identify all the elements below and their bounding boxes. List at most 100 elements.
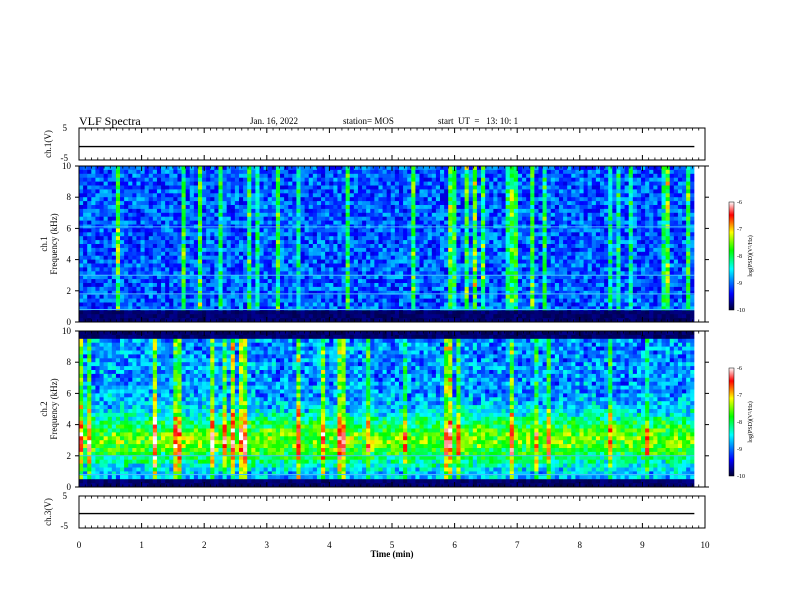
spectrogram-cell <box>255 298 260 303</box>
spectrogram-cell <box>571 232 576 237</box>
spectrogram-cell <box>206 267 211 272</box>
spectrogram-cell <box>177 232 182 237</box>
spectrogram-cell <box>267 263 273 268</box>
spectrogram-cell <box>83 185 88 190</box>
spectrogram-cell <box>530 212 535 218</box>
spectrogram-cell <box>222 306 228 311</box>
spectrogram-cell <box>115 201 121 206</box>
spectrogram-cell <box>370 193 375 198</box>
spectrogram-cell <box>304 263 310 268</box>
spectrogram-cell <box>288 220 293 225</box>
spectrogram-cell <box>337 298 342 303</box>
spectrogram-cell <box>353 251 359 257</box>
spectrogram-cell <box>87 232 92 237</box>
spectrogram-cell <box>259 212 265 218</box>
spectrogram-cell <box>234 166 240 171</box>
spectrogram-cell <box>497 197 502 202</box>
spectrogram-cell <box>456 205 461 210</box>
spectrogram-cell <box>321 189 326 194</box>
spectrogram-cell <box>185 185 191 190</box>
spectrogram-cell <box>534 275 539 280</box>
spectrogram-cell <box>476 197 482 202</box>
spectrogram-cell <box>189 232 195 237</box>
spectrogram-cell <box>353 294 359 299</box>
spectrogram-cell <box>308 208 314 214</box>
spectrogram-cell <box>464 259 470 264</box>
spectrogram-cell <box>234 290 240 296</box>
spectrogram-cell <box>136 185 141 190</box>
spectrogram-cell <box>345 290 351 296</box>
spectrogram-cell <box>288 310 293 315</box>
spectrogram-cell <box>554 201 560 206</box>
spectrogram-cell <box>275 208 281 214</box>
spectrogram-cell <box>202 306 207 311</box>
spectrogram-cell <box>83 259 88 264</box>
spectrogram-cell <box>440 205 445 210</box>
spectrogram-cell <box>530 247 535 253</box>
spectrogram-cell <box>464 275 470 280</box>
spectrogram-cell <box>238 271 244 276</box>
spectrogram-cell <box>558 193 564 198</box>
spectrogram-cell <box>542 247 548 253</box>
spectrogram-cell <box>407 185 412 190</box>
spectrogram-cell <box>374 290 379 296</box>
spectrogram-cell <box>243 267 248 272</box>
spectrogram-cell <box>218 279 223 284</box>
spectrogram-cell <box>440 314 445 319</box>
spectrogram-cell <box>554 302 560 307</box>
spectrogram-cell <box>156 302 162 307</box>
spectrogram-cell <box>136 173 141 179</box>
spectrogram-cell <box>390 216 396 221</box>
spectrogram-cell <box>259 185 265 190</box>
spectrogram-cell <box>222 189 228 194</box>
spectrogram-cell <box>374 208 379 214</box>
spectrogram-cell <box>152 181 158 186</box>
spectrogram-cell <box>267 294 273 299</box>
spectrogram-cell <box>284 228 289 233</box>
spectrogram-cell <box>128 166 133 171</box>
spectrogram-cell <box>505 181 511 186</box>
spectrogram-cell <box>571 201 576 206</box>
spectrogram-cell <box>185 298 191 303</box>
spectrogram-cell <box>210 263 215 268</box>
spectrogram-cell <box>255 232 260 237</box>
spectrogram-cell <box>579 310 584 315</box>
spectrogram-cell <box>243 205 248 210</box>
spectrogram-cell <box>222 193 228 198</box>
spectrogram-cell <box>575 251 580 257</box>
spectrogram-cell <box>325 166 330 171</box>
spectrogram-cell <box>185 197 191 202</box>
spectrogram-cell <box>95 267 100 272</box>
spectrogram-cell <box>181 318 187 323</box>
spectrogram-cell <box>177 177 182 182</box>
spectrogram-cell <box>321 216 326 221</box>
spectrogram-cell <box>460 247 466 253</box>
spectrogram-cell <box>411 263 416 268</box>
spectrogram-cell <box>316 228 322 233</box>
spectrogram-cell <box>292 193 297 198</box>
spectrogram-cell <box>316 244 322 249</box>
spectrogram-cell <box>230 318 236 323</box>
spectrogram-cell <box>513 263 519 268</box>
spectrogram-cell <box>83 314 88 319</box>
spectrogram-cell <box>275 290 281 296</box>
spectrogram-cell <box>132 310 137 315</box>
spectrogram-cell <box>197 267 203 272</box>
spectrogram-cell <box>563 255 568 260</box>
spectrogram-cell <box>472 216 478 221</box>
spectrogram-cell <box>489 166 494 171</box>
spectrogram-cell <box>530 185 535 190</box>
spectrogram-cell <box>349 208 355 214</box>
spectrogram-cell <box>234 244 240 249</box>
spectrogram-cell <box>177 212 182 218</box>
spectrogram-cell <box>288 259 293 264</box>
spectrogram-cell <box>99 259 105 264</box>
spectrogram-cell <box>329 201 334 206</box>
spectrogram-cell <box>427 251 433 257</box>
spectrogram-cell <box>173 247 178 253</box>
spectrogram-cell <box>329 314 334 319</box>
spectrogram-cell <box>312 189 318 194</box>
spectrogram-cell <box>534 298 539 303</box>
spectrogram-cell <box>522 314 527 319</box>
spectrogram-cell <box>144 166 150 171</box>
